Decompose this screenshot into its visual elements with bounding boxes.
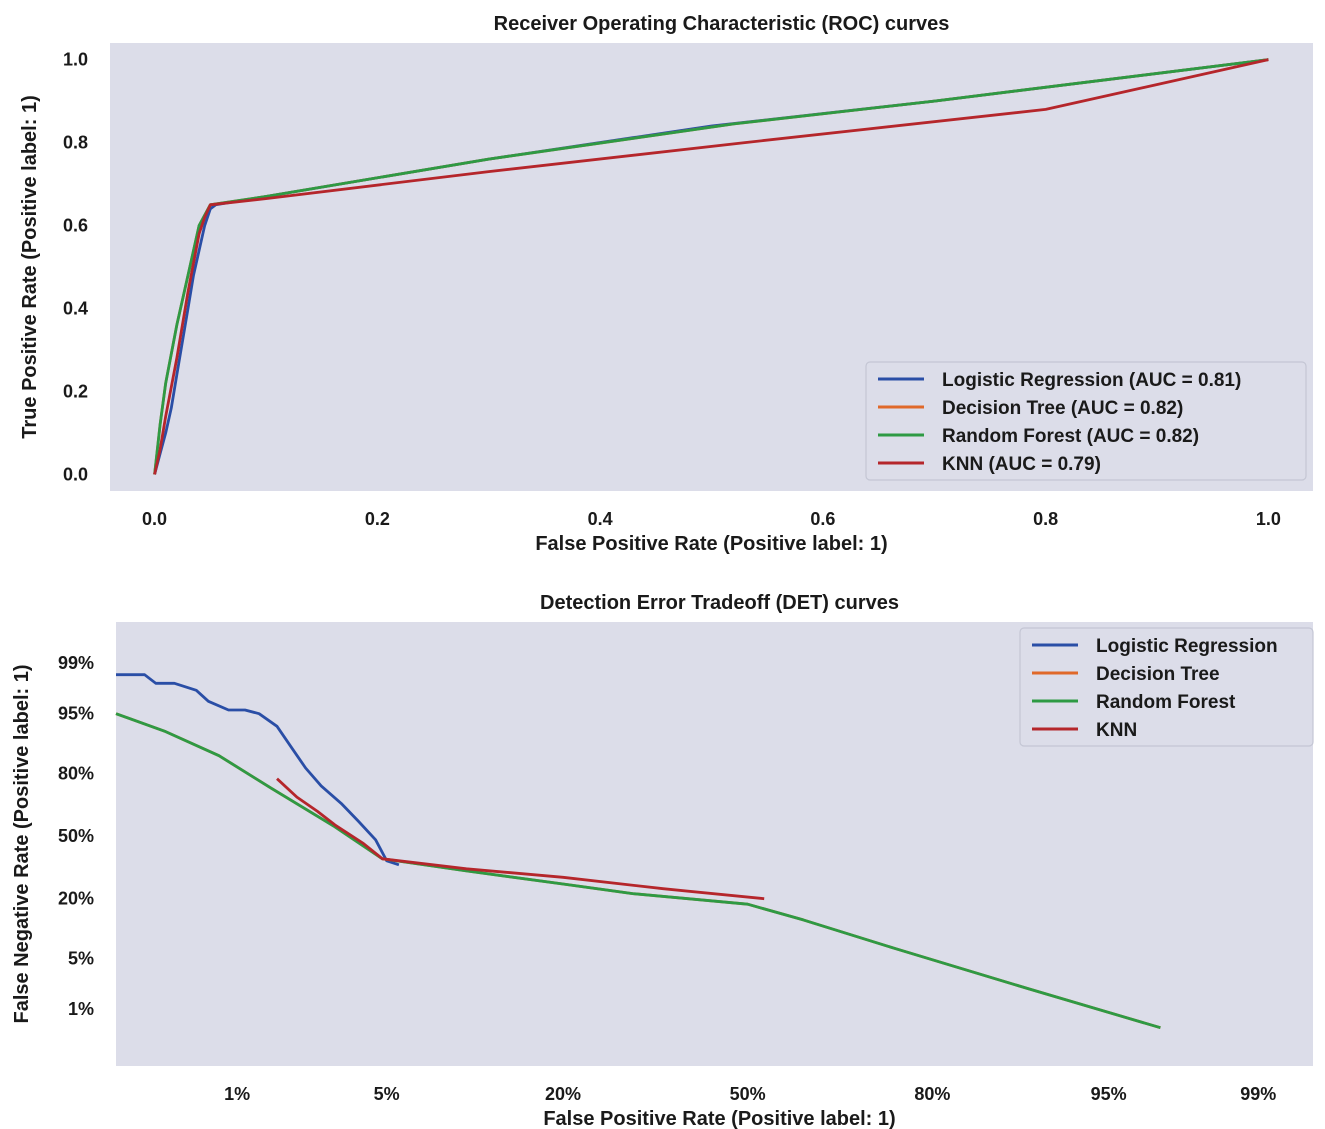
det-line-logistic-regression [116,673,400,867]
roc-legend: Logistic Regression (AUC = 0.81) Decision… [865,361,1307,481]
roc-legend-label: Decision Tree (AUC = 0.82) [942,398,1183,419]
roc-y-tick-label: 0.0 [63,464,88,484]
det-line-random-forest [115,712,1161,1030]
det-legend-box [1019,627,1314,747]
det-x-tick-label: 80% [914,1084,950,1104]
det-y-tick-label: 95% [58,704,94,724]
det-legend-label: Random Forest [1096,692,1236,713]
det-y-tick-label: 99% [58,653,94,673]
roc-y-tick-label: 0.4 [63,298,88,318]
roc-series-lines [153,58,1269,475]
roc-x-tick-label: 0.4 [588,509,613,529]
det-legend: Logistic Regression Decision Tree Random F… [1019,627,1314,747]
roc-x-tick-label: 0.0 [142,509,167,529]
det-x-tick-label: 95% [1091,1084,1127,1104]
roc-line-knn [153,58,1269,475]
roc-y-tick-label: 0.6 [63,216,88,236]
roc-legend-label: Random Forest (AUC = 0.82) [942,426,1199,447]
det-y-tick-label: 20% [58,889,94,909]
det-x-axis-label: False Positive Rate (Positive label: 1) [543,1108,895,1129]
roc-x-axis-label: False Positive Rate (Positive label: 1) [535,533,887,555]
det-legend-label: KNN [1096,720,1137,741]
det-y-axis-label: False Negative Rate (Positive label: 1) [11,664,33,1023]
roc-y-axis-label: True Positive Rate (Positive label: 1) [19,95,41,438]
det-x-tick-label: 5% [374,1084,400,1104]
roc-legend-label: KNN (AUC = 0.79) [942,454,1101,475]
roc-y-tick-label: 0.2 [63,381,88,401]
det-ticks: 1% 5% 20% 50% 80% 95% 99% 1% 5% 20% 50% 80% 95% 99% [58,653,1276,1104]
det-legend-label: Logistic Regression [1096,636,1278,657]
roc-x-tick-label: 0.8 [1033,509,1058,529]
roc-chart: Receiver Operating Characteristic (ROC) … [19,13,1313,555]
det-y-tick-label: 5% [68,948,94,968]
roc-y-tick-label: 0.8 [63,133,88,153]
det-y-tick-label: 80% [58,764,94,784]
roc-ticks: 0.0 0.2 0.4 0.6 0.8 1.0 0.0 0.2 0.4 0.6 0.8 1.0 [63,50,1281,529]
roc-y-tick-label: 1.0 [63,50,88,70]
det-x-tick-label: 50% [730,1084,766,1104]
roc-legend-label: Logistic Regression (AUC = 0.81) [942,370,1241,391]
det-chart: Detection Error Tradeoff (DET) curves Fa… [11,592,1314,1129]
roc-x-tick-label: 1.0 [1256,509,1281,529]
det-line-knn [276,777,765,901]
roc-title: Receiver Operating Characteristic (ROC) … [494,13,950,35]
det-y-tick-label: 1% [68,999,94,1019]
det-series-lines [115,673,1161,1030]
det-x-tick-label: 99% [1240,1084,1276,1104]
det-x-tick-label: 1% [224,1084,250,1104]
det-title: Detection Error Tradeoff (DET) curves [540,592,899,614]
det-x-tick-label: 20% [545,1084,581,1104]
roc-x-tick-label: 0.2 [365,509,390,529]
roc-legend-box [865,361,1307,481]
det-legend-label: Decision Tree [1096,664,1220,685]
roc-x-tick-label: 0.6 [810,509,835,529]
det-y-tick-label: 50% [58,826,94,846]
